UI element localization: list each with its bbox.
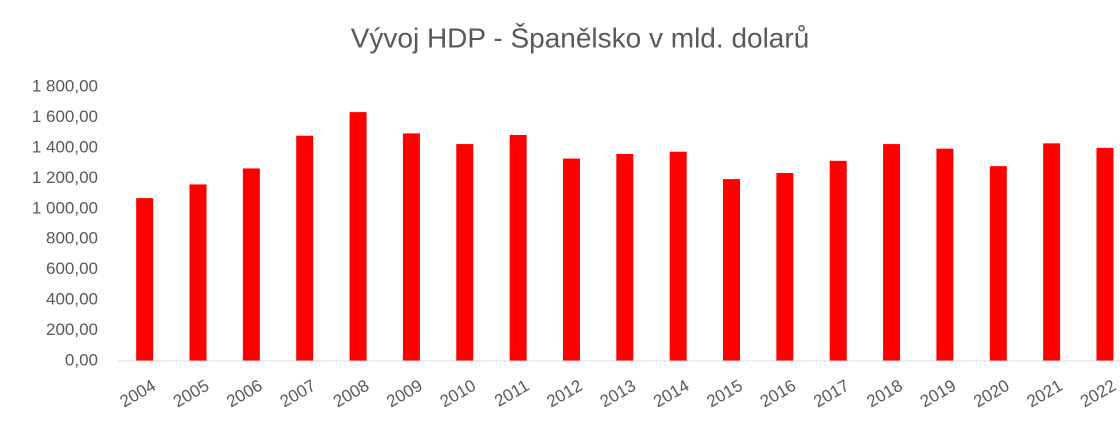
bar (1043, 143, 1061, 361)
y-tick-label: 400,00 (46, 290, 98, 309)
y-tick-label: 1 000,00 (32, 198, 98, 217)
x-tick-label: 2020 (970, 376, 1012, 411)
bar (136, 198, 154, 361)
x-tick-label: 2019 (917, 376, 959, 411)
x-tick-label: 2015 (704, 376, 746, 411)
x-tick-label: 2017 (810, 376, 852, 411)
bar (349, 112, 367, 361)
bar (562, 158, 580, 361)
y-tick-label: 1 400,00 (32, 137, 98, 156)
bar (1096, 147, 1114, 361)
x-tick-label: 2021 (1024, 376, 1066, 411)
y-tick-label: 600,00 (46, 259, 98, 278)
bar (242, 168, 260, 361)
y-tick-label: 1 800,00 (32, 76, 98, 95)
x-tick-label: 2008 (330, 376, 372, 411)
bar (936, 148, 954, 361)
bar (509, 134, 527, 361)
x-tick-label: 2018 (864, 376, 906, 411)
bar (456, 144, 474, 361)
bar (883, 144, 901, 361)
bar (189, 184, 207, 361)
x-tick-label: 2022 (1077, 376, 1119, 411)
x-tick-label: 2014 (650, 376, 692, 411)
y-tick-label: 0,00 (65, 350, 98, 369)
y-tick-label: 1 600,00 (32, 107, 98, 126)
bar (669, 151, 687, 361)
x-tick-label: 2004 (117, 376, 159, 411)
x-tick-label: 2010 (437, 376, 479, 411)
chart-title: Vývoj HDP - Španělsko v mld. dolarů (351, 22, 810, 53)
bar (723, 179, 741, 361)
x-tick-label: 2012 (543, 376, 585, 411)
y-tick-label: 1 200,00 (32, 168, 98, 187)
x-tick-label: 2009 (383, 376, 425, 411)
bar (829, 160, 847, 361)
x-tick-label: 2006 (223, 376, 265, 411)
bar (402, 133, 420, 361)
bar (989, 166, 1007, 361)
x-tick-label: 2005 (170, 376, 212, 411)
x-tick-label: 2016 (757, 376, 799, 411)
x-tick-label: 2013 (597, 376, 639, 411)
bar (616, 153, 634, 361)
x-tick-label: 2007 (277, 376, 319, 411)
bar (296, 135, 314, 361)
bar (776, 173, 794, 361)
y-tick-label: 800,00 (46, 229, 98, 248)
x-tick-label: 2011 (491, 376, 532, 411)
y-tick-label: 200,00 (46, 320, 98, 339)
